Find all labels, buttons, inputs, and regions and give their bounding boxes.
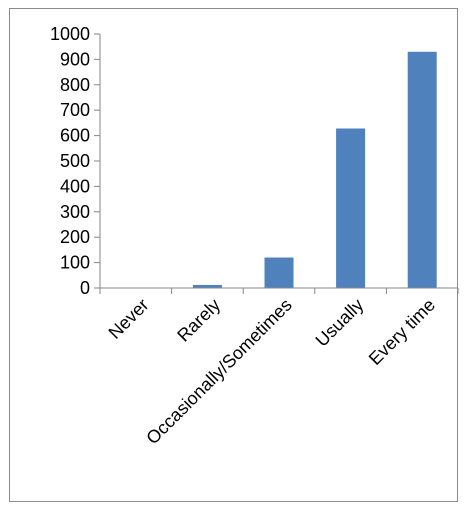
y-tick-label: 800 bbox=[60, 75, 90, 95]
x-tick-label: Every time bbox=[365, 295, 439, 369]
bar-3 bbox=[336, 128, 366, 288]
x-tick-label: Occasionally/Sometimes bbox=[142, 295, 295, 448]
y-tick-label: 0 bbox=[80, 278, 90, 298]
bars-group bbox=[192, 51, 437, 288]
bar-4 bbox=[407, 51, 437, 288]
x-tick-label: Usually bbox=[312, 295, 368, 351]
y-tick-label: 1000 bbox=[50, 24, 90, 44]
y-axis-ticks: 0 100 200 300 400 500 600 700 800 900 1000 bbox=[50, 24, 100, 298]
y-tick-label: 500 bbox=[60, 151, 90, 171]
bar-1 bbox=[192, 284, 222, 288]
y-tick-label: 400 bbox=[60, 176, 90, 196]
y-tick-label: 900 bbox=[60, 49, 90, 69]
y-tick-label: 700 bbox=[60, 100, 90, 120]
x-tick-label: Never bbox=[105, 295, 153, 343]
y-tick-label: 200 bbox=[60, 227, 90, 247]
y-tick-label: 600 bbox=[60, 126, 90, 146]
x-tick-label: Rarely bbox=[173, 295, 224, 346]
y-tick-label: 100 bbox=[60, 253, 90, 273]
chart-area bbox=[9, 8, 458, 502]
bar-2 bbox=[264, 257, 294, 288]
y-tick-label: 300 bbox=[60, 202, 90, 222]
